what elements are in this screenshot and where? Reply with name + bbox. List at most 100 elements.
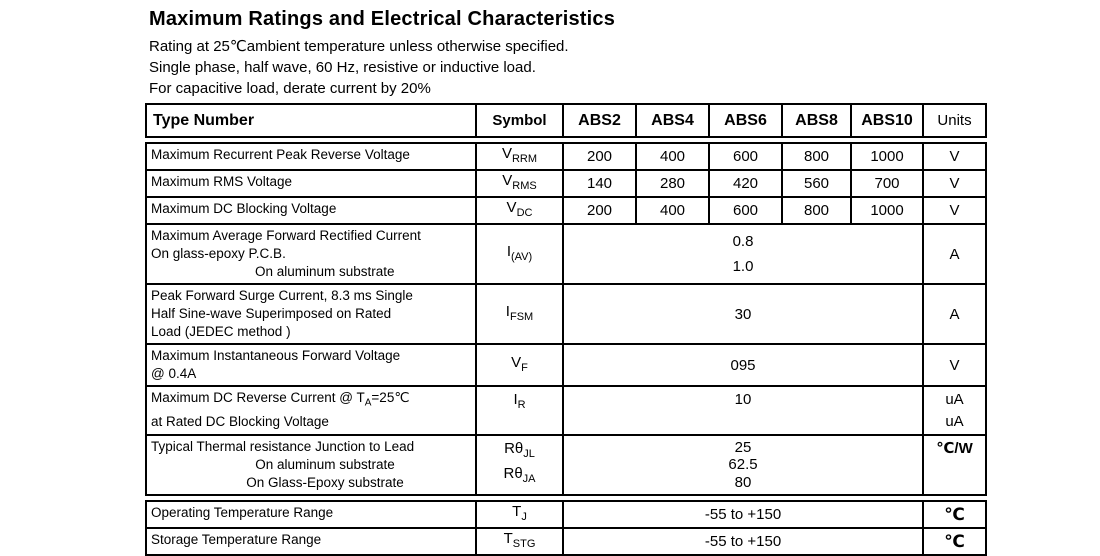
- value: 80: [734, 473, 752, 491]
- value-cell: 1000: [850, 142, 924, 171]
- symbol: VDC: [506, 199, 533, 219]
- symbol: RθJL: [504, 440, 535, 460]
- note-line-3: For capacitive load, derate current by 2…: [149, 80, 431, 97]
- symbol-cell: VRRM: [475, 142, 564, 171]
- merged-value-cell: 095: [562, 343, 924, 387]
- subscript: JA: [522, 473, 536, 485]
- row-label-line: On aluminum substrate: [255, 264, 395, 279]
- merged-values: 095: [565, 349, 921, 382]
- ratings-rows-temperature: Operating Temperature Range TJ -55 to +150…: [145, 500, 988, 556]
- value-cell: 800: [781, 142, 852, 171]
- value-cell: 200: [562, 196, 637, 225]
- units-cell: uA uA: [922, 385, 987, 436]
- table-row: Typical Thermal resistance Junction to L…: [145, 434, 987, 496]
- row-label-line: Maximum Instantaneous Forward Voltage: [151, 348, 401, 363]
- row-label: Maximum Recurrent Peak Reverse Voltage: [145, 142, 477, 171]
- value: 25: [734, 439, 752, 457]
- subscript: FSM: [509, 310, 534, 323]
- merged-value-cell: 30: [562, 283, 924, 345]
- symbol: VF: [511, 353, 528, 374]
- value: 62.5: [728, 456, 758, 474]
- table-row: Maximum Average Forward Rectified Curren…: [145, 223, 987, 285]
- value-cell: 420: [708, 169, 783, 198]
- value: 095: [730, 356, 756, 374]
- ratings-table-main: Maximum Recurrent Peak Reverse Voltage VR…: [145, 142, 987, 496]
- symbol: TJ: [512, 503, 527, 523]
- row-label-line: Load (JEDEC method ): [151, 324, 291, 339]
- note-line-2: Single phase, half wave, 60 Hz, resistiv…: [149, 59, 536, 76]
- row-label: Maximum RMS Voltage: [145, 169, 477, 198]
- units-cell: ℃/W: [922, 434, 987, 496]
- header-cell-symbol: Symbol: [475, 103, 564, 138]
- row-label-line: Maximum DC Reverse Current @ TA=25℃: [151, 390, 410, 409]
- value-cell: 600: [708, 196, 783, 225]
- row-label-line: @ 0.4A: [151, 366, 197, 381]
- row-label: Maximum Instantaneous Forward Voltage @ 0…: [145, 343, 477, 387]
- row-label-line: Half Sine-wave Superimposed on Rated: [151, 306, 392, 321]
- row-label-line: On aluminum substrate: [255, 457, 395, 472]
- value-cell: 280: [635, 169, 710, 198]
- header-cell-type-number: Type Number: [145, 103, 477, 138]
- row-label: Operating Temperature Range: [145, 500, 477, 529]
- symbol-cell: RθJL RθJA: [475, 434, 564, 496]
- symbol: I(AV): [506, 242, 533, 263]
- header-cell-abs10: ABS10: [850, 103, 924, 138]
- subscript: JL: [523, 448, 535, 460]
- value: 30: [734, 305, 752, 323]
- merged-values: -55 to +150: [565, 505, 921, 525]
- row-label-line: On glass-epoxy P.C.B.: [151, 246, 286, 261]
- header-cell-abs4: ABS4: [635, 103, 710, 138]
- merged-values: 0.8 1.0: [565, 229, 921, 280]
- subscript: RRM: [511, 153, 538, 165]
- header-cell-abs6: ABS6: [708, 103, 783, 138]
- ratings-table-header: Type Number Symbol ABS2 ABS4 ABS6 ABS8 A…: [145, 103, 987, 138]
- units-cell: V: [922, 169, 987, 198]
- table-row: Peak Forward Surge Current, 8.3 ms Singl…: [145, 283, 987, 345]
- value-cell: 1000: [850, 196, 924, 225]
- symbol-cell: IFSM: [475, 283, 564, 345]
- subscript: A: [364, 397, 372, 409]
- value-cell: 800: [781, 196, 852, 225]
- value-cell: 400: [635, 196, 710, 225]
- row-label: Typical Thermal resistance Junction to L…: [145, 434, 477, 496]
- table-row: Maximum RMS Voltage VRMS 140 280 420 560 700 V: [145, 169, 987, 198]
- value: -55 to +150: [704, 533, 782, 550]
- units-cell: V: [922, 343, 987, 387]
- units-cell: ℃: [922, 500, 988, 529]
- merged-values: 10: [565, 389, 921, 432]
- symbol: VRRM: [501, 145, 538, 165]
- value-cell: 560: [781, 169, 852, 198]
- merged-value-cell: 10: [562, 385, 924, 436]
- value: 0.8: [732, 232, 754, 250]
- value-cell: 200: [562, 142, 637, 171]
- row-label-line: at Rated DC Blocking Voltage: [151, 413, 329, 429]
- row-label-line: Maximum Average Forward Rectified Curren…: [151, 228, 421, 243]
- merged-values: -55 to +150: [565, 531, 921, 552]
- row-label-line: Storage Temperature Range: [151, 532, 322, 547]
- row-label: Maximum DC Blocking Voltage: [145, 196, 477, 225]
- units-cell: A: [922, 223, 987, 285]
- symbol-cell: TJ: [475, 500, 564, 529]
- value-cell: 600: [708, 142, 783, 171]
- row-label-line: Typical Thermal resistance Junction to L…: [151, 439, 415, 454]
- symbol-cell: VRMS: [475, 169, 564, 198]
- value: 1.0: [732, 258, 754, 276]
- row-label: Maximum Average Forward Rectified Curren…: [145, 223, 477, 285]
- units-cell: V: [922, 142, 987, 171]
- table-row: Maximum DC Blocking Voltage VDC 200 400 600 8…: [145, 196, 987, 225]
- unit: uA: [945, 391, 964, 409]
- symbol: RθJA: [503, 465, 536, 485]
- subscript: F: [521, 361, 528, 374]
- value-cell: 140: [562, 169, 637, 198]
- subscript: R: [517, 399, 526, 411]
- unit: uA: [945, 412, 964, 430]
- value-cell: 400: [635, 142, 710, 171]
- value: -55 to +150: [704, 506, 782, 523]
- row-label: Peak Forward Surge Current, 8.3 ms Singl…: [145, 283, 477, 345]
- row-label-line: Operating Temperature Range: [151, 505, 334, 520]
- row-label-line: Maximum RMS Voltage: [151, 174, 293, 189]
- symbol: VRMS: [502, 172, 537, 192]
- units-lines: uA uA: [925, 389, 984, 432]
